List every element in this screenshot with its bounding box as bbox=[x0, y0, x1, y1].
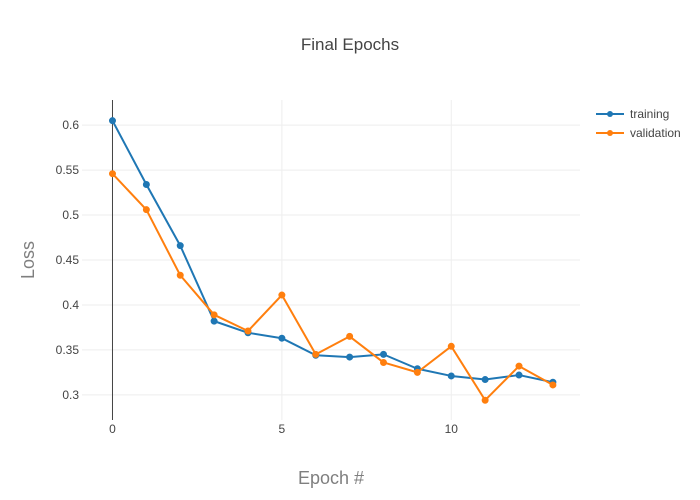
tick-labels: 0 5 10 0.3 0.35 0.4 0.45 0.5 0.55 0.6 bbox=[56, 118, 459, 436]
validation-point bbox=[515, 362, 523, 370]
y-tick-label: 0.3 bbox=[62, 388, 79, 402]
y-axis-title: Loss bbox=[18, 241, 38, 279]
training-point bbox=[515, 371, 523, 379]
training-point bbox=[176, 242, 184, 250]
validation-point bbox=[346, 332, 354, 340]
training-legend-marker bbox=[607, 111, 613, 117]
x-axis-title: Epoch # bbox=[298, 468, 364, 488]
grid-lines bbox=[82, 100, 580, 420]
validation-point bbox=[312, 350, 320, 358]
training-point bbox=[346, 353, 354, 361]
y-tick-label: 0.45 bbox=[56, 253, 80, 267]
validation-legend-label: validation bbox=[630, 126, 681, 140]
x-tick-label: 5 bbox=[279, 422, 286, 436]
validation-point bbox=[278, 291, 286, 299]
validation-point bbox=[549, 381, 557, 389]
validation-point bbox=[244, 327, 252, 335]
validation-point bbox=[142, 206, 150, 214]
validation-point bbox=[380, 358, 388, 366]
series-layer bbox=[108, 117, 557, 404]
training-line bbox=[111, 119, 554, 384]
y-tick-label: 0.5 bbox=[62, 208, 79, 222]
training-point bbox=[481, 376, 489, 384]
x-tick-label: 10 bbox=[445, 422, 459, 436]
validation-line bbox=[111, 172, 554, 402]
validation-legend-marker bbox=[607, 130, 613, 136]
training-point bbox=[108, 117, 116, 125]
x-tick-label: 0 bbox=[109, 422, 116, 436]
training-point bbox=[380, 350, 388, 358]
y-tick-label: 0.55 bbox=[56, 163, 80, 177]
y-tick-label: 0.4 bbox=[62, 298, 79, 312]
y-tick-label: 0.6 bbox=[62, 118, 79, 132]
training-point bbox=[447, 372, 455, 380]
validation-point bbox=[413, 368, 421, 376]
training-point bbox=[278, 334, 286, 342]
validation-point bbox=[108, 170, 116, 178]
training-point bbox=[142, 180, 150, 188]
training-point bbox=[210, 317, 218, 325]
training-legend-label: training bbox=[630, 107, 669, 121]
validation-point bbox=[210, 311, 218, 319]
validation-point bbox=[481, 396, 489, 404]
legend: training validation bbox=[596, 107, 681, 140]
validation-point bbox=[447, 342, 455, 350]
chart-title: Final Epochs bbox=[301, 35, 399, 54]
validation-point bbox=[176, 271, 184, 279]
y-tick-label: 0.35 bbox=[56, 343, 80, 357]
